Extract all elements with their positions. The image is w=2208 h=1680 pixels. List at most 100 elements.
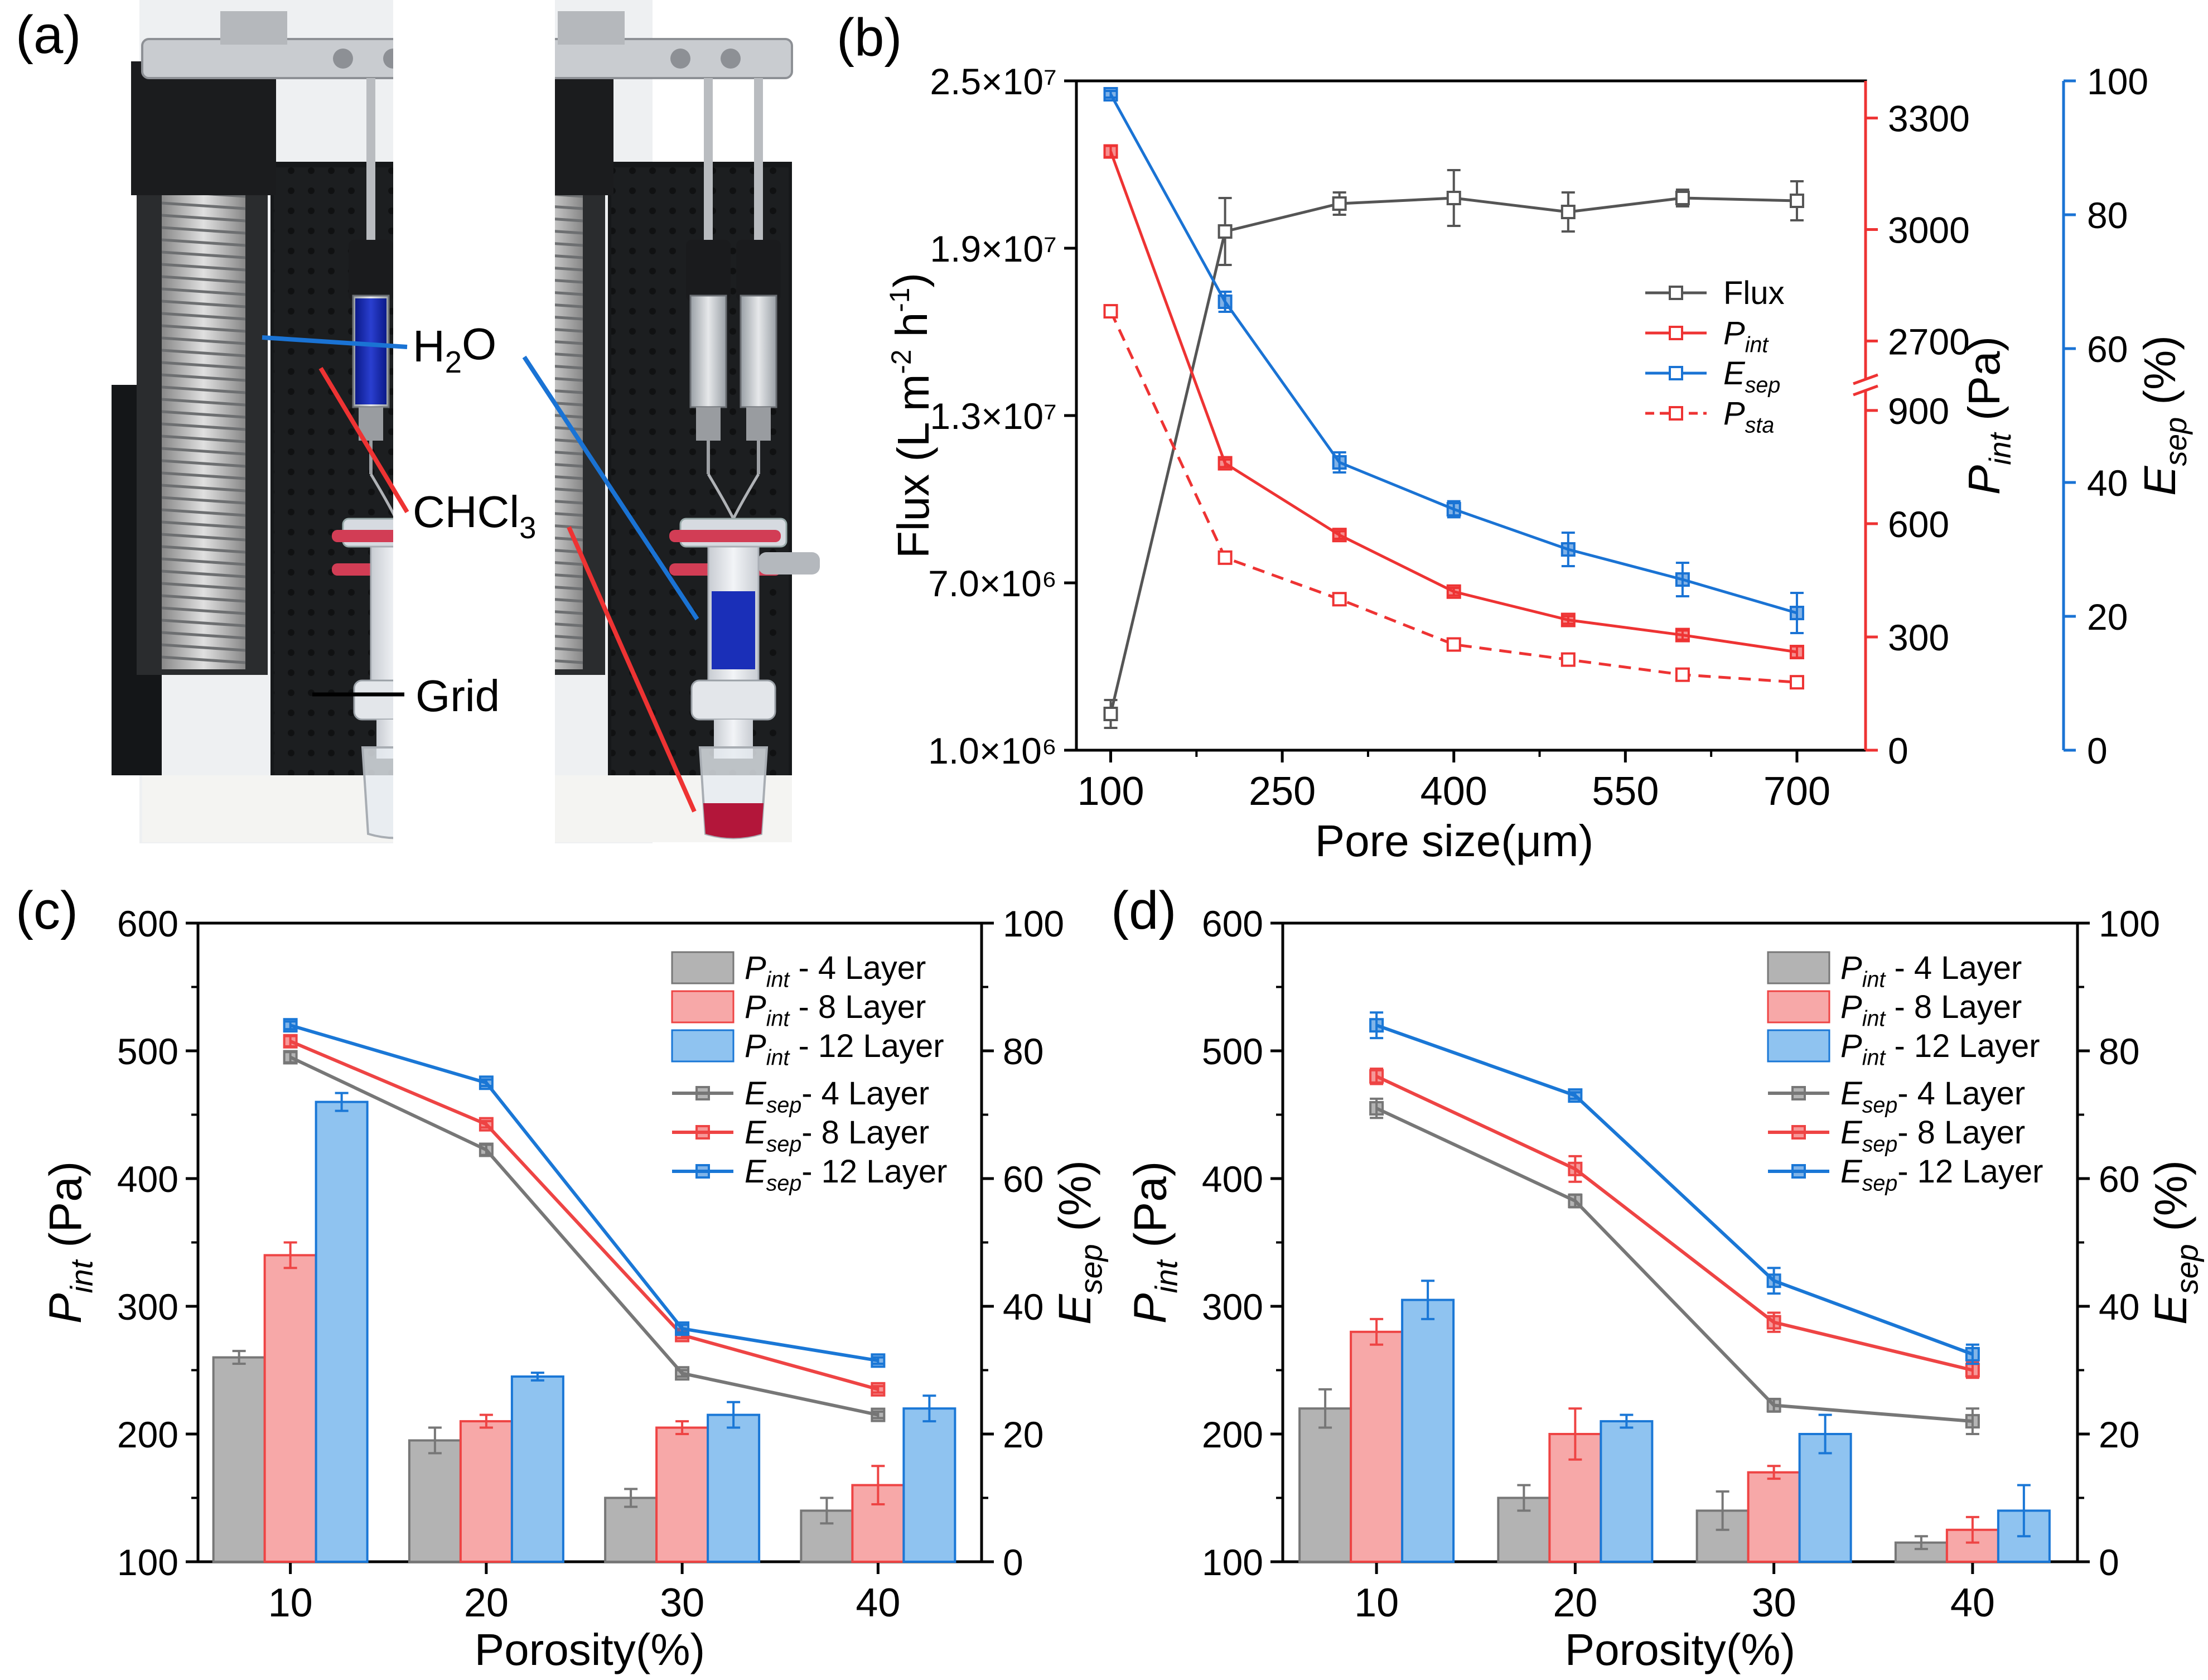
left-axis-label: Pint (Pa) [40,1161,99,1324]
screw-thread [161,594,246,603]
data-point [1103,87,1118,102]
syringe-barrel [740,295,777,408]
pint-axis-label-part: P [1959,465,2009,495]
legend-label-part: - 8 Layer [789,989,926,1025]
data-point [1446,584,1461,599]
data-point [1789,645,1804,660]
annotation-label-0: H2O [413,319,496,379]
screw-thread [161,398,246,407]
screw-thread [161,606,246,615]
bar-error [922,1394,936,1423]
data-point [1369,1018,1384,1033]
data-point [1675,572,1690,587]
legend-label-part: E [745,1114,767,1151]
bar [1350,1330,1404,1563]
esep-axis-label: Esep (%) [2135,335,2193,496]
x-tick-label: 10 [1354,1581,1399,1625]
data-point [1560,612,1576,627]
legend-label: Psta [1723,395,1774,438]
right-axis-label: Esep (%) [1050,1160,1109,1325]
data-point [675,1366,690,1381]
annotation-label-1-part: CHCl [413,487,519,537]
bar-error [1914,1535,1928,1551]
data-point [1766,1398,1781,1413]
bar-error [1517,1484,1531,1512]
series-3 [1103,304,1804,690]
data-point [1332,528,1347,543]
axis-break-mark [1853,384,1878,397]
left-axis-label-part: int [65,1259,99,1293]
screw-thread [161,435,246,443]
esep-axis-label-part: sep [2159,417,2193,466]
bar-error [1965,1515,1979,1544]
bar [212,1356,266,1563]
bar [655,1426,709,1563]
bar [408,1439,462,1563]
data-point [1568,1088,1583,1103]
data-point [1568,1194,1583,1209]
legend-label-part: int [766,1007,791,1031]
bar [604,1496,658,1563]
chcl3-pointer-left [318,366,409,514]
screw-thread [161,496,246,505]
right-tick-label: 60 [2099,1158,2139,1200]
tubing [732,473,760,520]
legend-label: Pint - 12 Layer [745,1028,944,1070]
legend-marker [1791,1086,1806,1100]
data-point [1332,196,1347,211]
screw-thread [161,336,246,345]
data-point [1965,1346,1980,1362]
legend-label-part: - 8 Layer [801,1114,929,1151]
annotation-label-2-part: Grid [415,671,500,721]
legend-label-part: - 12 Layer [789,1028,944,1064]
panel-label-d: (d) [1111,881,1176,940]
screw-thread [161,263,246,272]
x-tick-label: 30 [660,1581,704,1625]
legend-label-part: sep [1862,1093,1898,1118]
bar-error [871,1465,885,1505]
data-point [1675,667,1690,682]
data-point [1560,542,1576,557]
left-axis-label-part: P [40,1293,91,1324]
legend-marker [1791,1164,1806,1179]
left-axis-label-part: Flux (L m [888,374,938,558]
legend-label-part: int [1862,968,1887,992]
pint-axis-label: Pint (Pa) [1959,336,2017,495]
legend-label: Pint - 4 Layer [1840,950,2022,992]
data-point [1332,455,1347,470]
legend-entry: Pint - 12 Layer [671,1028,944,1070]
data-point [1446,637,1461,652]
esep-axis-label-part: (%) [2135,335,2185,417]
legend-label-part: P [1723,395,1745,432]
legend-label: Esep- 4 Layer [1840,1075,2025,1118]
legend-label-part: P [745,950,766,986]
legend-label-part: P [745,1028,766,1064]
left-tick-label: 1.0×10⁶ [928,730,1057,771]
data-point [283,1018,298,1033]
right-axis-label-part: (%) [2146,1160,2197,1244]
data-point [675,1321,690,1336]
legend-label-part: P [745,989,766,1025]
legend-label-part: sep [1862,1132,1898,1157]
panel-a-photo: H2O CHCl3 Grid [112,0,820,843]
legend-label-part: - 12 Layer [1885,1028,2040,1064]
legend-swatch [1767,1029,1830,1063]
legend-label-part: sta [1745,413,1775,438]
plunger-rod [704,78,713,245]
photo-gap [393,0,555,843]
screw-thread [161,410,246,419]
series-line [1375,1075,1973,1372]
screw-thread [161,275,246,284]
screw-thread [161,312,246,321]
legend-label-part: - 4 Layer [1897,1075,2025,1112]
data-point [1446,502,1461,516]
clamp-pad [669,530,781,542]
legend-entry: Esep- 12 Layer [1768,1153,2043,1196]
left-tick-label: 400 [1202,1158,1263,1200]
data-point [1446,191,1461,205]
left-tick-label: 600 [117,903,178,944]
legend-label-part: - 12 Layer [801,1153,947,1190]
annotation-label-0-part: 2 [445,345,462,379]
annotation-label-0-part: H [413,321,445,371]
